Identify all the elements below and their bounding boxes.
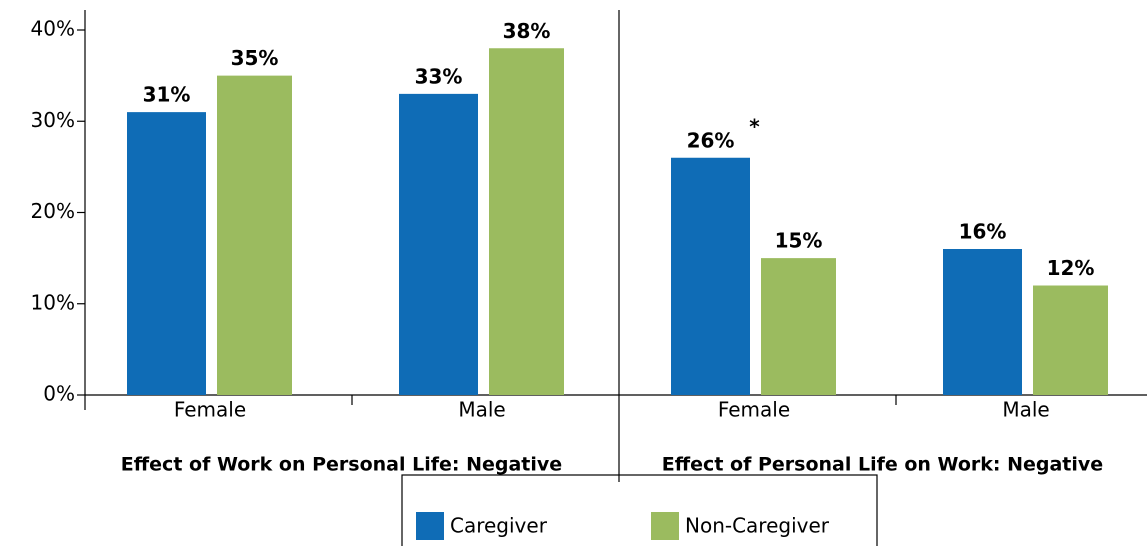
legend-swatch	[416, 512, 444, 540]
y-tick-label: 30%	[31, 108, 75, 132]
value-label: 15%	[775, 229, 823, 253]
value-label: 35%	[231, 46, 279, 70]
x-tick-label: Female	[174, 398, 246, 422]
bar	[1033, 285, 1108, 395]
bar	[761, 258, 836, 395]
value-label: 12%	[1047, 256, 1095, 280]
y-tick-label: 10%	[31, 290, 75, 314]
y-tick-label: 40%	[31, 17, 75, 41]
legend-label: Caregiver	[450, 514, 548, 538]
value-label: 31%	[143, 83, 191, 107]
bar	[943, 249, 1022, 395]
bar	[399, 93, 478, 395]
bar	[671, 157, 750, 395]
value-label: 38%	[503, 19, 551, 43]
bar	[127, 112, 206, 395]
y-tick-label: 0%	[43, 382, 75, 406]
group-label: Effect of Personal Life on Work: Negativ…	[662, 454, 1103, 476]
x-tick-label: Male	[1002, 398, 1049, 422]
value-label: 26%	[687, 128, 735, 152]
bar	[217, 75, 292, 395]
legend-box	[401, 474, 878, 546]
legend-label: Non-Caregiver	[685, 514, 830, 538]
group-label: Effect of Work on Personal Life: Negativ…	[121, 454, 562, 476]
bar	[489, 48, 564, 395]
x-tick-label: Female	[718, 398, 790, 422]
annotation: *	[749, 114, 760, 138]
value-label: 33%	[415, 64, 463, 88]
x-tick-label: Male	[458, 398, 505, 422]
legend-swatch	[651, 512, 679, 540]
value-label: 16%	[959, 220, 1007, 244]
y-tick-label: 20%	[31, 199, 75, 223]
